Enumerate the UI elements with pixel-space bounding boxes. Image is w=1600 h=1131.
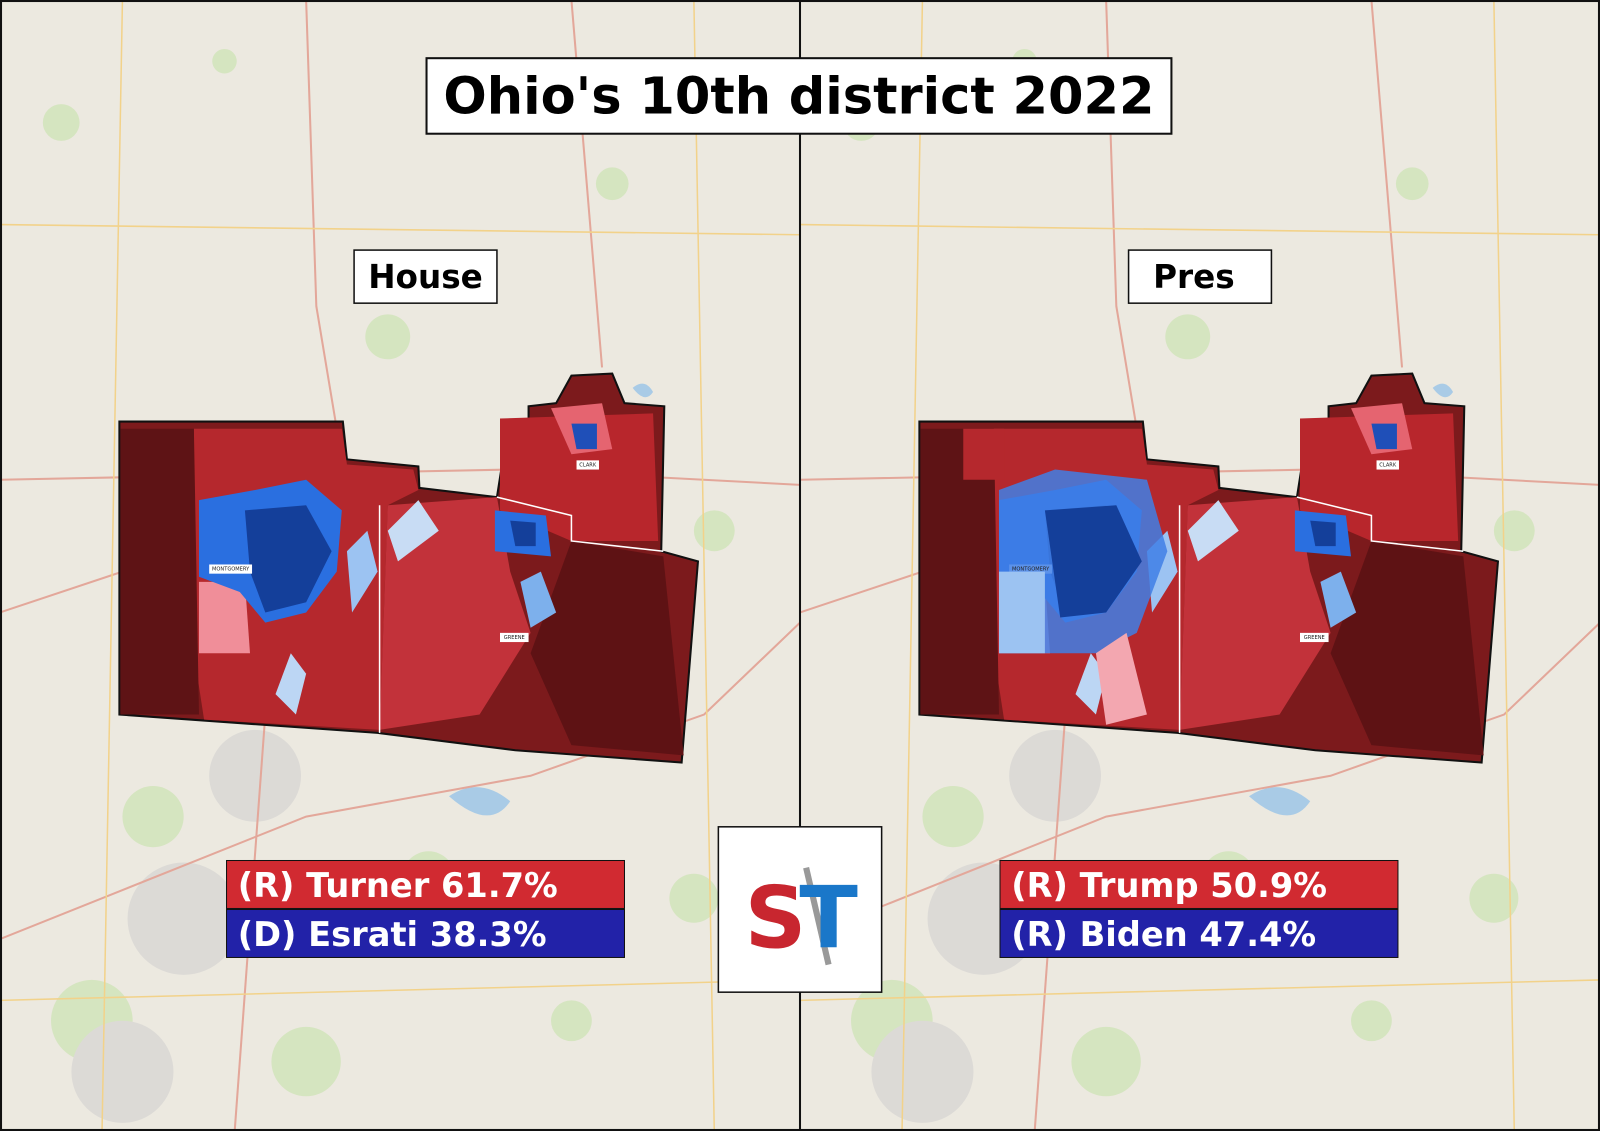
result-text: (R) Trump 50.9% [1011, 866, 1327, 905]
logo: S T [717, 826, 883, 993]
panel-label-box [353, 249, 498, 304]
county-label: GREENE [1304, 635, 1325, 641]
logo-letter: T [799, 868, 858, 968]
result-text: (R) Biden 47.4% [1011, 915, 1316, 954]
result-box [999, 859, 1399, 909]
right-panel: MONTGOMERY CLARK GREENE [798, 0, 1600, 1131]
panel-label-box [1127, 249, 1273, 304]
result-box [226, 859, 625, 909]
left-panel: MONTGOMERY CLARK GREENE [0, 0, 802, 1131]
county-label: MONTGOMERY [212, 567, 250, 573]
county-label: CLARK [579, 462, 597, 468]
result-text: (D) Esrati 38.3% [238, 915, 547, 954]
result-box [999, 908, 1399, 958]
panel-label: Pres [1153, 258, 1235, 296]
result-box [226, 908, 625, 958]
result-text: (R) Turner 61.7% [238, 866, 558, 905]
county-label: GREENE [504, 635, 525, 641]
county-label: CLARK [1379, 462, 1397, 468]
title: Ohio's 10th district 2022 [443, 67, 1154, 126]
panel-label: House [368, 258, 483, 296]
title-box [425, 57, 1173, 135]
county-label: MONTGOMERY [1012, 567, 1050, 573]
logo-letter: S [745, 868, 807, 968]
